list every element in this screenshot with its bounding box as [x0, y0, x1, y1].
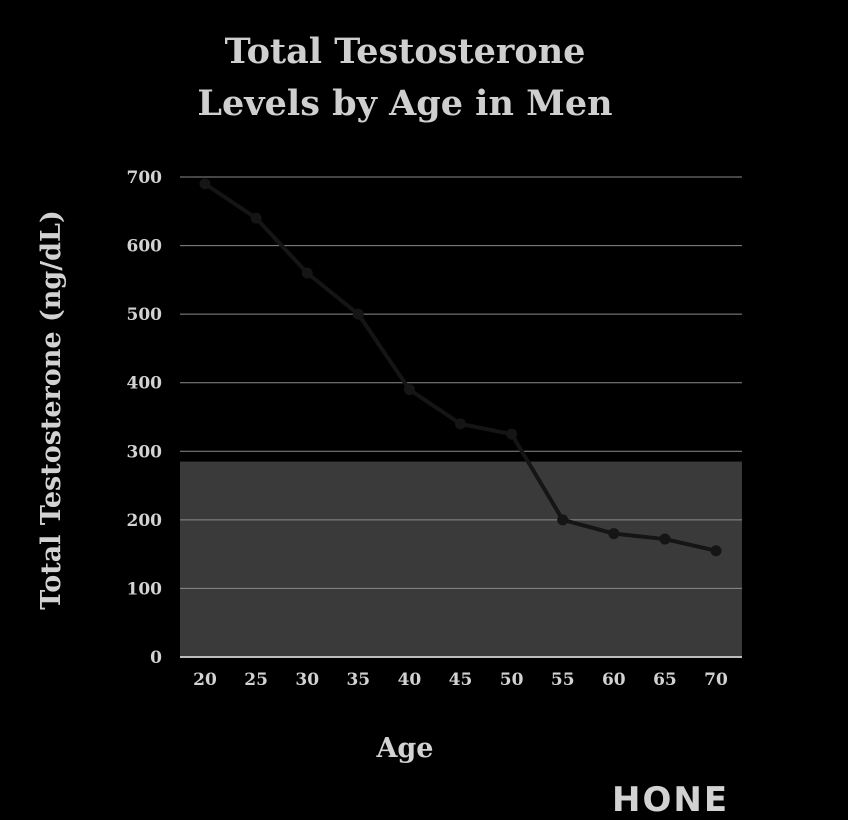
x-tick-label: 20	[193, 670, 217, 690]
x-tick-label: 25	[244, 670, 268, 690]
chart-title: Total Testosterone Levels by Age in Men	[150, 26, 660, 130]
x-tick-label: 50	[500, 670, 524, 690]
y-tick-label: 400	[127, 374, 163, 394]
x-axis-label: Age	[375, 733, 433, 764]
data-point	[608, 528, 620, 540]
x-tick-label: 40	[398, 670, 422, 690]
y-tick-label: 100	[127, 579, 163, 599]
y-tick-label: 700	[127, 168, 163, 188]
x-tick-label: 70	[704, 670, 728, 690]
x-tick-label: 30	[295, 670, 319, 690]
data-point	[506, 428, 518, 440]
watermark-logo: HONE	[612, 780, 730, 820]
y-axis-label: Total Testosterone (ng/dL)	[36, 210, 67, 610]
series-layer	[199, 178, 722, 557]
x-tick-label: 55	[551, 670, 575, 690]
data-point	[403, 384, 415, 396]
y-tick-label: 200	[127, 511, 163, 531]
x-tick-label: 60	[602, 670, 626, 690]
data-point	[455, 418, 466, 430]
y-tick-label: 0	[150, 648, 162, 668]
x-tick-labels: 20 25 30 35 40 45 50 55 60 65 70	[193, 670, 728, 690]
chart-title-line-2: Levels by Age in Men	[197, 83, 613, 124]
data-point	[250, 212, 262, 224]
data-point	[659, 533, 671, 545]
shaded-band-layer	[180, 461, 742, 657]
x-tick-label: 45	[449, 670, 473, 690]
chart-title-line-1: Total Testosterone	[224, 31, 586, 72]
data-point	[352, 308, 364, 320]
data-point	[557, 514, 569, 526]
line-chart: 0 100 200 300 400 500 600 700 20 25 30 35 40 45 50 55 6…	[36, 168, 742, 764]
data-point	[199, 178, 211, 190]
y-tick-labels: 0 100 200 300 400 500 600 700	[127, 168, 163, 668]
x-tick-label: 65	[653, 670, 677, 690]
y-tick-label: 300	[127, 442, 163, 462]
data-point	[301, 267, 313, 279]
data-point	[710, 545, 722, 557]
y-tick-label: 500	[127, 305, 163, 325]
low-range-band	[180, 461, 742, 657]
x-tick-label: 35	[346, 670, 370, 690]
y-tick-label: 600	[127, 237, 163, 257]
gridlines-layer	[180, 176, 742, 658]
